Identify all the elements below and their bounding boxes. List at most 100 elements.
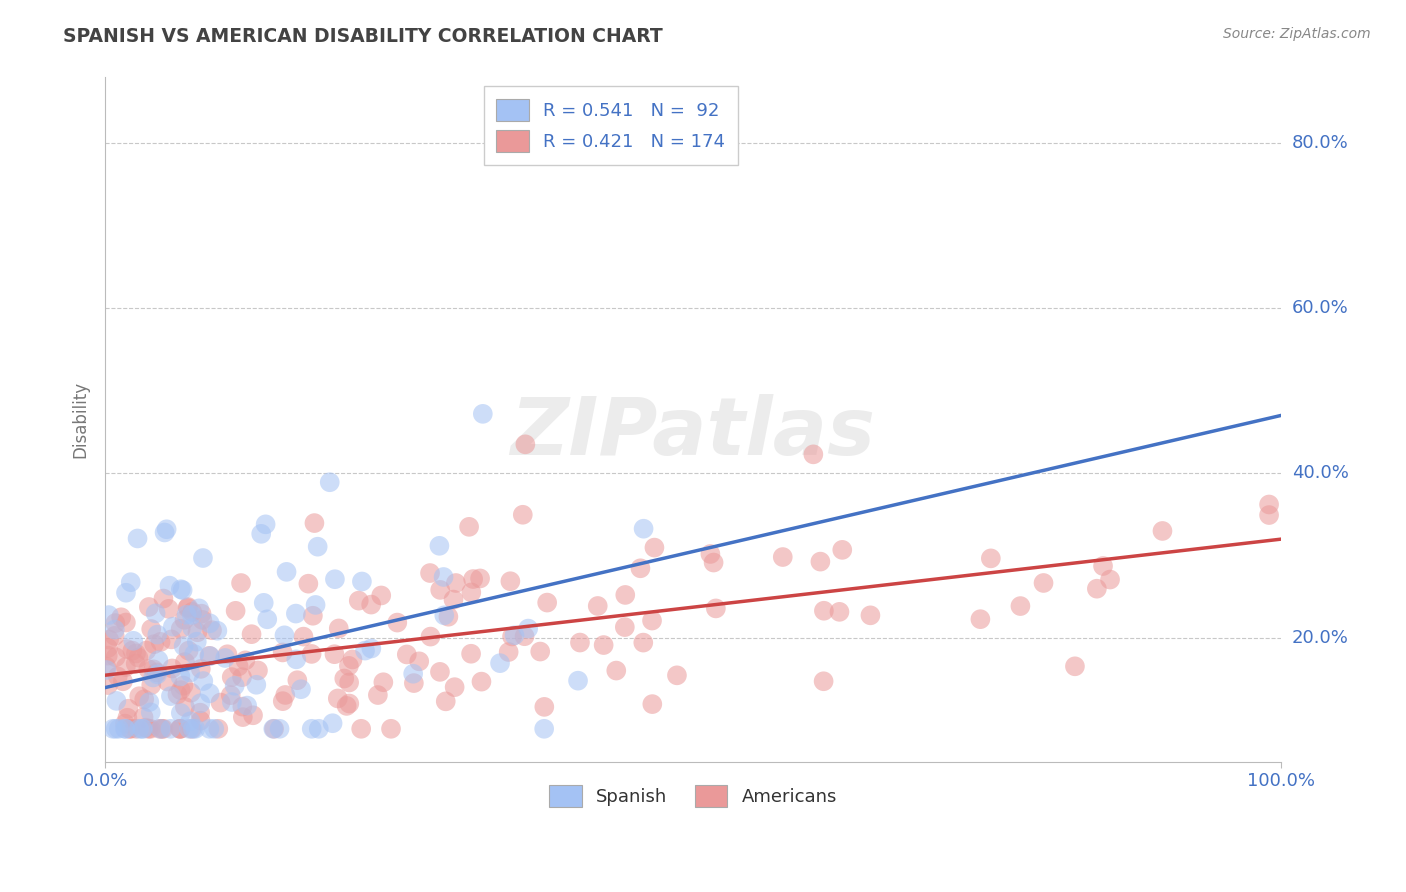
Point <box>110 610 132 624</box>
Point <box>97 648 120 663</box>
Point <box>128 722 150 736</box>
Point <box>131 722 153 736</box>
Point <box>703 556 725 570</box>
Point <box>1032 576 1054 591</box>
Point <box>402 676 425 690</box>
Point <box>193 673 215 688</box>
Point <box>641 614 664 628</box>
Point <box>150 722 173 736</box>
Point <box>444 576 467 591</box>
Point <box>97 608 120 623</box>
Point <box>214 651 236 665</box>
Point <box>533 722 555 736</box>
Point <box>813 674 835 689</box>
Point <box>176 601 198 615</box>
Point <box>304 516 326 530</box>
Point <box>515 437 537 451</box>
Point <box>219 688 242 702</box>
Point <box>433 608 456 623</box>
Point <box>1099 573 1122 587</box>
Text: Source: ZipAtlas.com: Source: ZipAtlas.com <box>1223 27 1371 41</box>
Point <box>160 689 183 703</box>
Point <box>176 607 198 622</box>
Point <box>501 630 523 644</box>
Point <box>181 605 204 619</box>
Legend: Spanish, Americans: Spanish, Americans <box>541 778 844 814</box>
Point <box>180 686 202 700</box>
Point <box>183 647 205 661</box>
Point <box>319 475 342 490</box>
Point <box>326 691 349 706</box>
Point <box>633 635 655 649</box>
Point <box>387 615 409 630</box>
Point <box>1010 599 1032 613</box>
Point <box>460 647 482 661</box>
Point <box>173 639 195 653</box>
Point <box>460 585 482 599</box>
Point <box>323 647 346 661</box>
Point <box>180 607 202 622</box>
Point <box>419 566 441 580</box>
Point <box>337 675 360 690</box>
Point <box>180 722 202 736</box>
Point <box>156 522 179 536</box>
Point <box>499 574 522 589</box>
Point <box>160 632 183 647</box>
Point <box>408 654 430 668</box>
Point <box>104 650 127 665</box>
Point <box>170 582 193 597</box>
Point <box>699 547 721 561</box>
Point <box>380 722 402 736</box>
Point <box>1152 524 1174 538</box>
Point <box>217 647 239 661</box>
Point <box>177 643 200 657</box>
Point <box>221 695 243 709</box>
Point <box>641 697 664 711</box>
Point <box>198 686 221 700</box>
Point <box>202 722 225 736</box>
Point <box>104 616 127 631</box>
Point <box>118 722 141 736</box>
Point <box>350 722 373 736</box>
Point <box>337 697 360 711</box>
Point <box>512 508 534 522</box>
Point <box>120 575 142 590</box>
Point <box>304 598 326 612</box>
Point <box>273 628 295 642</box>
Point <box>231 670 253 684</box>
Point <box>153 525 176 540</box>
Point <box>209 696 232 710</box>
Point <box>149 722 172 736</box>
Point <box>190 696 212 710</box>
Point <box>630 561 652 575</box>
Point <box>188 706 211 720</box>
Point <box>323 572 346 586</box>
Text: ZIPatlas: ZIPatlas <box>510 394 876 472</box>
Point <box>122 633 145 648</box>
Point <box>169 722 191 736</box>
Point <box>96 659 118 673</box>
Point <box>132 722 155 736</box>
Point <box>969 612 991 626</box>
Point <box>301 722 323 736</box>
Point <box>174 700 197 714</box>
Point <box>322 716 344 731</box>
Point <box>101 722 124 736</box>
Point <box>169 669 191 683</box>
Text: SPANISH VS AMERICAN DISABILITY CORRELATION CHART: SPANISH VS AMERICAN DISABILITY CORRELATI… <box>63 27 664 45</box>
Point <box>605 664 627 678</box>
Point <box>149 722 172 736</box>
Point <box>177 722 200 736</box>
Point <box>443 592 465 607</box>
Point <box>533 699 555 714</box>
Point <box>772 549 794 564</box>
Point <box>1085 582 1108 596</box>
Point <box>146 665 169 680</box>
Point <box>229 576 252 591</box>
Point <box>808 555 831 569</box>
Point <box>134 692 156 706</box>
Point <box>159 579 181 593</box>
Point <box>128 690 150 704</box>
Point <box>290 682 312 697</box>
Point <box>162 620 184 634</box>
